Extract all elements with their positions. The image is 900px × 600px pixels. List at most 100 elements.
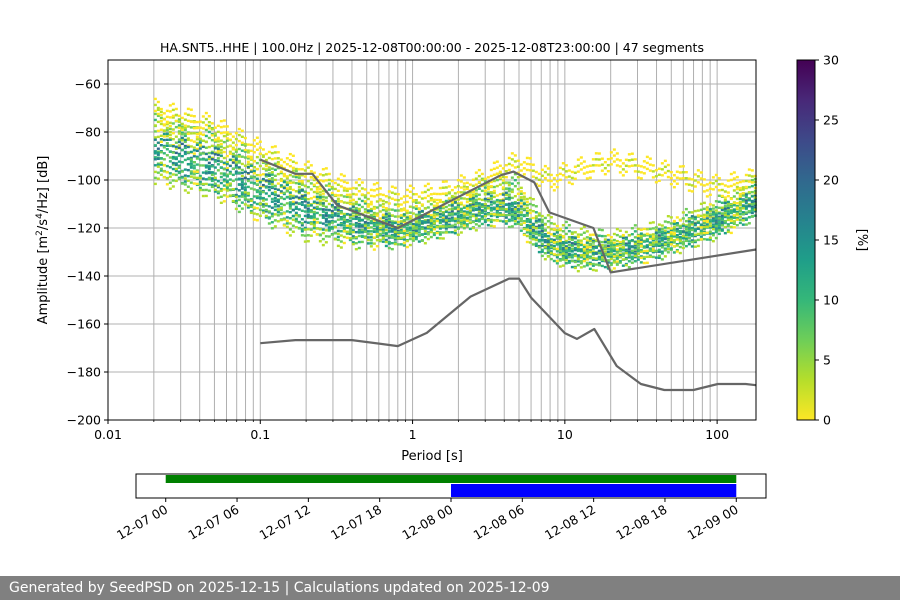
psd-cell — [411, 233, 415, 236]
psd-cell — [165, 154, 169, 157]
psd-cell — [573, 240, 577, 244]
psd-cell — [219, 189, 223, 193]
psd-cell — [402, 238, 406, 241]
plot-frame — [107, 59, 757, 421]
psd-cell — [456, 202, 460, 205]
psd-cell — [306, 198, 310, 201]
psd-cell — [273, 184, 277, 188]
psd-cell — [180, 133, 184, 136]
psd-cell — [738, 215, 742, 219]
psd-cell — [414, 220, 418, 223]
timeline-tick-label: 12-08 12 — [542, 502, 598, 543]
psd-cell — [717, 223, 721, 226]
psd-cell — [744, 217, 748, 220]
psd-cell — [522, 202, 526, 206]
psd-cell — [606, 239, 610, 243]
psd-cell — [201, 115, 205, 118]
psd-cell — [549, 233, 553, 236]
psd-cell — [246, 163, 250, 166]
psd-cell — [324, 179, 328, 182]
psd-cell — [291, 181, 295, 184]
psd-cell — [228, 182, 232, 185]
psd-cell — [618, 261, 622, 264]
psd-cell — [276, 194, 280, 197]
psd-cell — [516, 222, 520, 226]
psd-cell — [552, 241, 556, 244]
psd-cell — [561, 174, 565, 177]
psd-cell — [165, 138, 169, 141]
psd-cell — [558, 237, 562, 241]
psd-cell — [423, 190, 427, 194]
psd-cell — [555, 256, 559, 259]
psd-cell — [570, 237, 574, 240]
psd-cell — [528, 196, 532, 200]
psd-cell — [678, 239, 682, 243]
psd-cell — [168, 127, 172, 131]
psd-cell — [567, 240, 571, 244]
psd-cell — [684, 230, 688, 233]
psd-cell — [687, 225, 691, 228]
psd-cell — [495, 207, 499, 210]
psd-cell — [162, 124, 166, 127]
psd-cell — [672, 180, 676, 183]
x-axis-ticks: 0.01 0.1 1 10 100 — [94, 420, 729, 442]
psd-cell — [156, 177, 160, 180]
psd-cell — [354, 247, 358, 251]
psd-cell — [435, 236, 439, 240]
psd-cell — [336, 244, 340, 248]
psd-cell — [291, 166, 295, 170]
psd-cell — [252, 176, 256, 179]
psd-cell — [579, 254, 583, 257]
psd-cell — [672, 251, 676, 254]
psd-cell — [234, 148, 238, 151]
psd-cell — [207, 157, 211, 161]
psd-cell — [246, 171, 250, 175]
psd-cell — [405, 211, 409, 215]
psd-cell — [264, 173, 268, 176]
psd-cell — [375, 245, 379, 248]
psd-cell — [387, 227, 391, 230]
psd-cell — [672, 219, 676, 223]
psd-cell — [177, 160, 181, 163]
psd-cell — [693, 239, 697, 242]
psd-cell — [558, 172, 562, 176]
psd-cell — [543, 252, 547, 255]
psd-cell — [180, 131, 184, 134]
psd-cell — [654, 228, 658, 232]
psd-cell — [336, 232, 340, 236]
psd-cell — [645, 228, 649, 231]
psd-cell — [540, 223, 544, 227]
psd-cell — [714, 223, 718, 226]
psd-cell — [615, 263, 619, 266]
psd-cell — [705, 238, 709, 241]
psd-cell — [564, 176, 568, 179]
psd-cell — [486, 192, 490, 196]
psd-cell — [300, 182, 304, 185]
psd-cell — [249, 149, 253, 153]
psd-cell — [441, 220, 445, 223]
psd-cell — [345, 187, 349, 191]
psd-cell — [414, 223, 418, 227]
psd-cell — [279, 206, 283, 210]
psd-cell — [393, 238, 397, 241]
psd-cell — [672, 245, 676, 248]
psd-cell — [654, 169, 658, 172]
psd-cell — [387, 221, 391, 224]
psd-cell — [261, 155, 265, 158]
psd-cell — [621, 239, 625, 243]
psd-cell — [477, 203, 481, 207]
psd-cell — [504, 216, 508, 219]
psd-cell — [234, 137, 238, 141]
psd-cell — [213, 160, 217, 163]
psd-cell — [555, 236, 559, 240]
psd-cell — [162, 112, 166, 115]
psd-cell — [438, 225, 442, 228]
psd-cell — [240, 195, 244, 198]
psd-cell — [561, 264, 565, 267]
psd-cell — [513, 210, 517, 214]
psd-cell — [261, 205, 265, 208]
psd-cell — [687, 189, 691, 192]
psd-cell — [747, 191, 751, 194]
psd-cell — [300, 222, 304, 225]
psd-cell — [363, 221, 367, 224]
